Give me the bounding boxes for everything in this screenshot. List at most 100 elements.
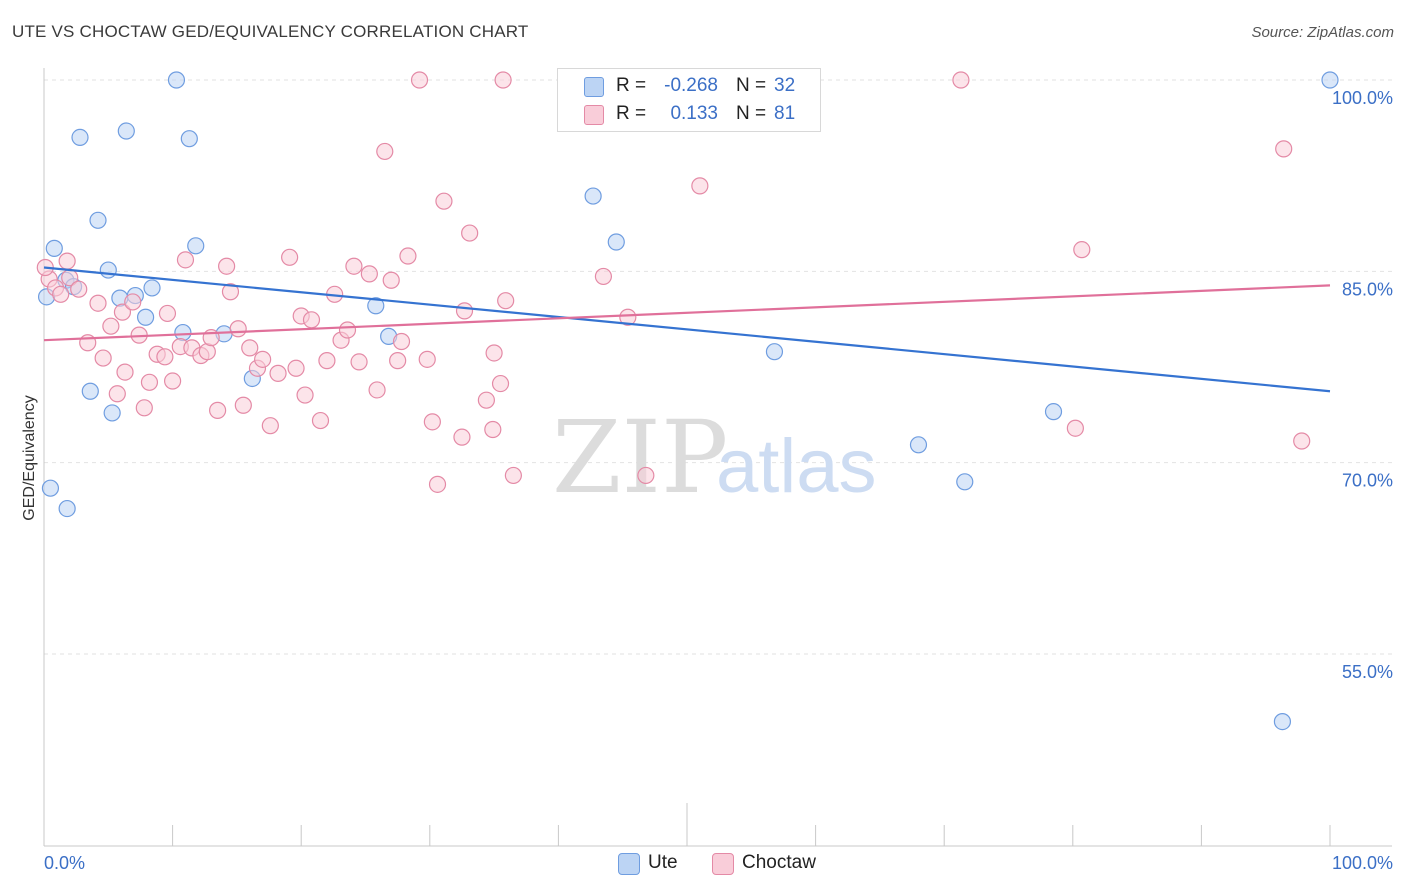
choctaw-point [376, 142, 394, 161]
legend-row-choctaw: R = 0.133 N = 81 [558, 100, 820, 128]
choctaw-point [269, 364, 287, 382]
choctaw-point [1293, 432, 1311, 450]
choctaw-point [504, 466, 522, 485]
source-label: Source: ZipAtlas.com [1251, 24, 1394, 41]
choctaw-point [382, 271, 400, 289]
choctaw-point [296, 386, 314, 404]
ute-point [607, 233, 625, 251]
choctaw-point [428, 475, 447, 493]
legend-r-label: R = [616, 103, 647, 124]
ute-point [117, 122, 135, 140]
legend-row-ute: R = -0.268 N = 32 [558, 72, 820, 100]
choctaw-point [392, 332, 411, 351]
choctaw-point [94, 349, 112, 367]
choctaw-point [116, 363, 134, 381]
ute-point [58, 499, 76, 518]
ute-point [103, 404, 121, 422]
ute-point [71, 128, 89, 146]
choctaw-point [311, 411, 330, 430]
choctaw-point [368, 381, 386, 399]
choctaw-point [435, 192, 453, 210]
legend-n-value: 81 [774, 103, 796, 124]
choctaw-point [89, 294, 107, 312]
axes [43, 68, 1392, 847]
choctaw-point [477, 391, 495, 409]
choctaw-point [52, 285, 70, 303]
choctaw-point [410, 71, 429, 89]
choctaw-point [491, 374, 510, 393]
legend-n-value: 32 [774, 75, 796, 96]
gridlines [44, 79, 1392, 655]
choctaw-point [113, 303, 132, 321]
choctaw-point [1066, 419, 1084, 437]
legend-r-label: R = [616, 75, 647, 96]
x-tick-label: 0.0% [44, 853, 85, 873]
choctaw-point [345, 257, 363, 275]
choctaw-point [594, 267, 613, 286]
ute-point [187, 237, 205, 255]
choctaw-point [302, 311, 321, 329]
choctaw-point [164, 372, 182, 390]
legend-n-label: N = [736, 103, 767, 124]
y-tick-label: 70.0% [1342, 471, 1393, 491]
ute-point [81, 382, 99, 400]
ute-point [41, 479, 60, 497]
chart-title: UTE VS CHOCTAW GED/EQUIVALENCY CORRELATI… [12, 22, 529, 41]
choctaw-point [58, 252, 76, 270]
choctaw-point [952, 71, 970, 89]
legend-label-choctaw: Choctaw [742, 852, 816, 873]
tick-labels: 55.0% 70.0% 85.0% 100.0% 0.0% 100.0% [44, 88, 1393, 873]
legend-swatch-choctaw [584, 105, 604, 125]
legend-swatch-ute [618, 853, 640, 875]
choctaw-point [281, 248, 299, 266]
choctaw-point [218, 257, 236, 275]
ute-point [765, 343, 784, 361]
choctaw-point [140, 373, 159, 391]
choctaw-point [338, 321, 357, 339]
choctaw-point [494, 71, 512, 89]
ute-point [143, 279, 161, 297]
watermark-atlas: atlas [716, 424, 877, 509]
y-tick-label: 85.0% [1342, 279, 1393, 299]
ute-point [136, 308, 155, 326]
choctaw-point [124, 293, 142, 311]
choctaw-point [287, 359, 305, 377]
choctaw-point [234, 396, 252, 414]
ute-point [367, 297, 385, 315]
choctaw-point [229, 320, 247, 338]
choctaw-point [484, 420, 502, 439]
choctaw-point [198, 343, 216, 361]
choctaw-point [209, 401, 227, 419]
choctaw-point [461, 224, 479, 242]
choctaw-point [497, 292, 515, 310]
legend-swatch-choctaw [712, 853, 734, 875]
choctaw-point [70, 280, 88, 298]
choctaw-point [158, 304, 177, 323]
choctaw-point [691, 177, 709, 195]
ute-point [1321, 71, 1339, 89]
ute-point [956, 473, 974, 491]
choctaw-point [389, 352, 407, 370]
legend-label-ute: Ute [648, 852, 678, 873]
choctaw-point [423, 413, 441, 431]
trend-lines [43, 266, 1331, 393]
choctaw-point [485, 344, 503, 362]
ute-trend-line [43, 266, 1331, 393]
ute-point [180, 130, 198, 148]
choctaw-point [241, 339, 259, 357]
series-legend: Ute Choctaw [0, 851, 1406, 877]
choctaw-point [418, 350, 436, 368]
ute-point [89, 211, 107, 229]
choctaw-point [360, 265, 378, 283]
choctaw-point [637, 466, 655, 485]
ute-point [45, 239, 63, 257]
choctaw-point [455, 302, 474, 320]
choctaw-point [1275, 140, 1293, 158]
ute-point [167, 71, 186, 89]
ute-point [174, 323, 192, 342]
choctaw-trend-line [43, 284, 1331, 342]
choctaw-point [156, 348, 174, 366]
choctaw-point [176, 251, 195, 269]
correlation-legend: R = -0.268 N = 32 R = 0.133 N = 81 [557, 68, 821, 132]
